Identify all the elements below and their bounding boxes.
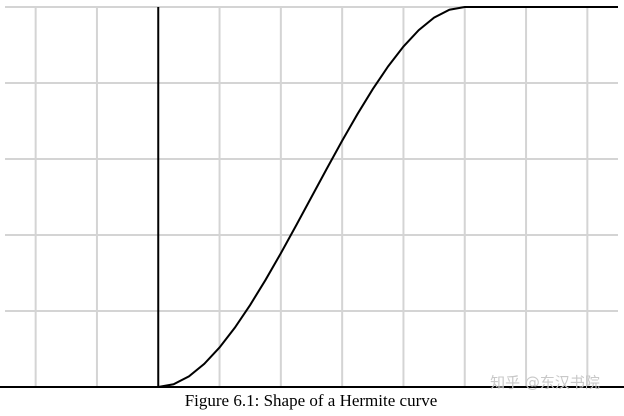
watermark: 知乎 @东汉书院 [490,374,600,392]
chart-title: Figure 6.1: Shape of a Hermite curve [185,391,438,410]
curve [158,6,618,388]
